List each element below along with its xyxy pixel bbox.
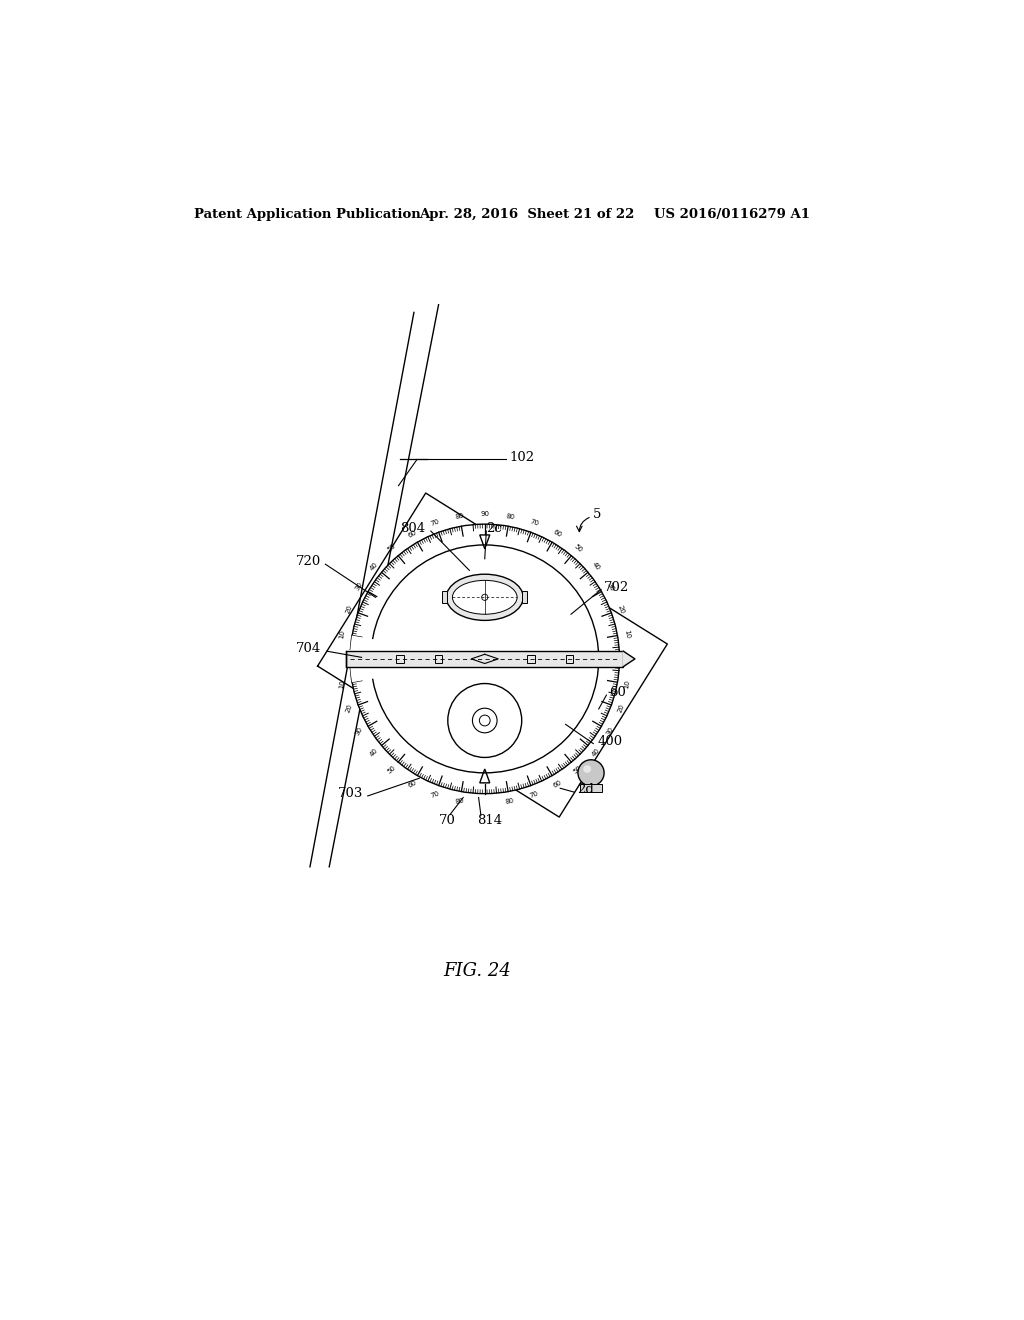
Bar <box>435 655 442 663</box>
Text: 80: 80 <box>505 797 515 805</box>
Ellipse shape <box>446 574 523 620</box>
Text: 50: 50 <box>386 543 397 553</box>
Text: FIG. 24: FIG. 24 <box>443 962 511 979</box>
Text: 804: 804 <box>400 521 425 535</box>
Bar <box>581 784 602 792</box>
Circle shape <box>578 760 604 785</box>
Text: 5: 5 <box>593 508 601 520</box>
Text: 70: 70 <box>430 791 440 800</box>
Text: 40: 40 <box>591 747 601 758</box>
Text: 30: 30 <box>605 581 615 591</box>
Text: 703: 703 <box>338 787 364 800</box>
Text: 2d: 2d <box>578 783 594 796</box>
Text: 20: 20 <box>616 704 625 714</box>
Text: 20: 20 <box>344 704 353 714</box>
Polygon shape <box>624 651 635 667</box>
Text: 60: 60 <box>407 529 418 539</box>
Polygon shape <box>346 649 375 668</box>
Text: 70: 70 <box>529 791 540 800</box>
Text: 60: 60 <box>407 779 418 789</box>
Polygon shape <box>350 635 484 682</box>
Text: 50: 50 <box>572 764 583 775</box>
Text: 20: 20 <box>344 605 353 615</box>
Circle shape <box>584 766 591 774</box>
Text: 80: 80 <box>505 512 515 520</box>
Circle shape <box>371 545 599 774</box>
Text: 60: 60 <box>552 779 562 789</box>
Text: 60: 60 <box>609 685 627 698</box>
Text: 60: 60 <box>552 529 562 539</box>
Text: 10: 10 <box>624 628 631 639</box>
Text: 30: 30 <box>354 726 365 737</box>
Text: 50: 50 <box>386 764 397 775</box>
Text: 814: 814 <box>477 814 502 828</box>
Text: 400: 400 <box>597 735 623 748</box>
Text: 704: 704 <box>296 643 322 656</box>
Text: 10: 10 <box>624 678 631 689</box>
Text: 80: 80 <box>455 512 465 520</box>
Text: 720: 720 <box>296 554 321 568</box>
Text: 40: 40 <box>591 561 601 572</box>
Text: 2c: 2c <box>486 521 502 535</box>
Text: 30: 30 <box>605 726 615 737</box>
Circle shape <box>371 545 599 774</box>
Circle shape <box>447 684 521 758</box>
Text: 30: 30 <box>354 581 365 591</box>
Text: 10: 10 <box>339 678 346 689</box>
Text: Apr. 28, 2016  Sheet 21 of 22: Apr. 28, 2016 Sheet 21 of 22 <box>419 209 635 222</box>
Bar <box>346 651 624 667</box>
Text: 10: 10 <box>339 628 346 639</box>
Text: 80: 80 <box>455 797 465 805</box>
Circle shape <box>350 524 620 793</box>
Text: 70: 70 <box>439 814 457 828</box>
Text: 20: 20 <box>616 605 625 615</box>
Text: 40: 40 <box>369 561 379 572</box>
Text: 40: 40 <box>369 747 379 758</box>
Text: 50: 50 <box>572 543 583 553</box>
Bar <box>527 655 535 663</box>
Bar <box>396 655 403 663</box>
Ellipse shape <box>453 581 517 614</box>
Text: US 2016/0116279 A1: US 2016/0116279 A1 <box>654 209 810 222</box>
Bar <box>442 591 447 603</box>
Text: 70: 70 <box>529 519 540 527</box>
Text: Patent Application Publication: Patent Application Publication <box>194 209 421 222</box>
Bar <box>522 591 527 603</box>
Text: 102: 102 <box>509 450 535 463</box>
Text: 702: 702 <box>604 581 630 594</box>
Bar <box>565 655 573 663</box>
Text: 90: 90 <box>480 511 489 517</box>
Text: 70: 70 <box>430 519 440 527</box>
